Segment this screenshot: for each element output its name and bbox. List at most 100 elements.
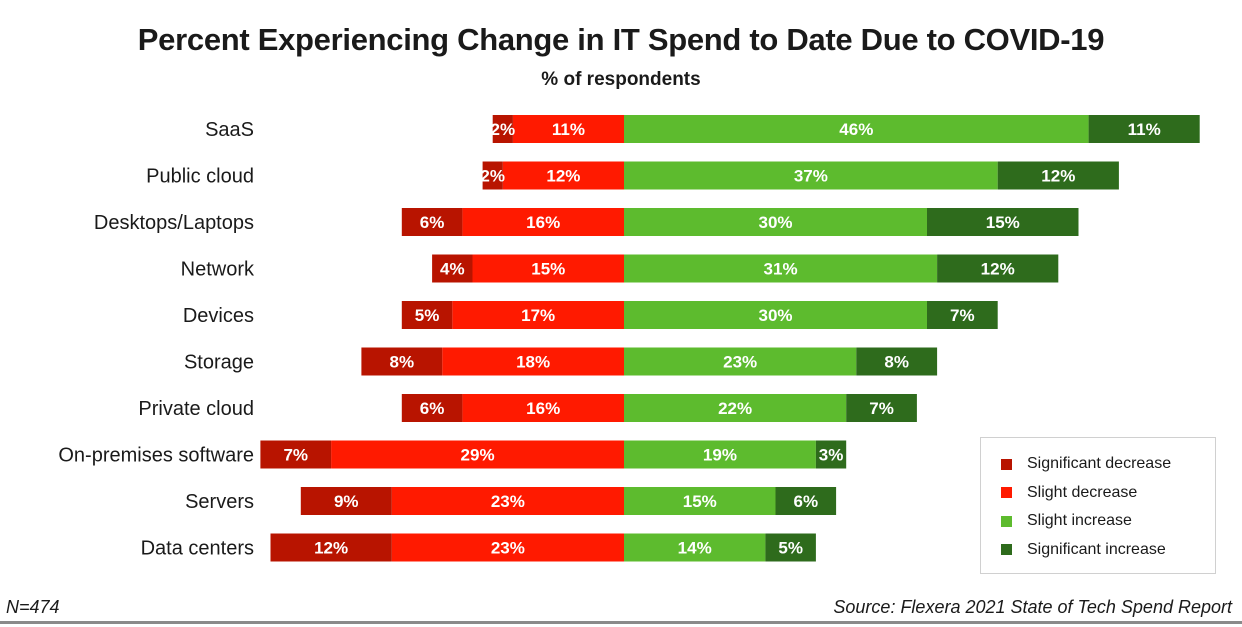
legend-swatch — [1001, 487, 1012, 498]
bar-slight-increase — [624, 487, 776, 515]
bar-slight-decrease — [472, 254, 624, 283]
bar-significant-increase — [815, 440, 847, 469]
bar-significant-decrease — [482, 161, 503, 190]
bar-significant-decrease — [270, 533, 392, 562]
bar-significant-decrease — [401, 301, 453, 329]
data-label: 31% — [764, 260, 798, 279]
bar-slight-increase — [624, 208, 927, 236]
data-label: 5% — [778, 539, 803, 558]
bottom-rule — [0, 621, 1242, 624]
bar-slight-increase — [624, 440, 816, 469]
legend-label: Significant increase — [1027, 540, 1166, 558]
bar-slight-decrease — [462, 208, 624, 236]
bar-slight-decrease — [462, 394, 624, 422]
data-label: 6% — [420, 399, 445, 418]
bar-significant-decrease — [361, 347, 443, 376]
data-label: 17% — [521, 306, 555, 325]
data-label: 12% — [1041, 167, 1075, 186]
data-label: 37% — [794, 167, 828, 186]
data-label: 19% — [703, 446, 737, 465]
data-label: 12% — [981, 260, 1015, 279]
legend-swatch — [1001, 515, 1012, 527]
bar-slight-increase — [624, 115, 1089, 143]
category-label: On-premises software — [58, 445, 254, 467]
bar-significant-decrease — [401, 208, 463, 236]
data-label: 16% — [526, 399, 560, 418]
category-label: Devices — [183, 305, 254, 327]
bar-slight-increase — [624, 533, 766, 562]
data-label: 12% — [314, 539, 348, 558]
data-label: 7% — [950, 306, 975, 325]
bar-slight-decrease — [391, 533, 624, 562]
legend-item: Slight increase — [1001, 512, 1132, 530]
data-label: 15% — [986, 213, 1020, 232]
data-label: 46% — [839, 120, 873, 139]
data-label: 11% — [552, 120, 585, 139]
legend-item: Significant decrease — [1001, 455, 1171, 473]
bar-slight-increase — [624, 394, 847, 422]
data-label: 12% — [546, 167, 580, 186]
data-label: 14% — [678, 539, 712, 558]
bar-slight-decrease — [452, 301, 624, 329]
legend-swatch — [1001, 544, 1012, 555]
bar-significant-increase — [765, 533, 816, 562]
bar-significant-increase — [775, 487, 837, 515]
category-label: Network — [181, 259, 255, 281]
data-label: 23% — [723, 353, 757, 372]
chart-subtitle: % of respondents — [541, 69, 701, 90]
data-label: 30% — [758, 213, 792, 232]
bar-slight-increase — [624, 347, 857, 376]
category-label: Desktops/Laptops — [94, 212, 254, 234]
bar-slight-increase — [624, 301, 927, 329]
bar-significant-decrease — [401, 394, 463, 422]
bar-slight-decrease — [502, 161, 624, 190]
data-label: 9% — [334, 492, 359, 511]
data-label: 2% — [480, 167, 505, 186]
category-label: SaaS — [205, 119, 254, 141]
bar-slight-increase — [624, 254, 938, 283]
data-label: 23% — [491, 539, 525, 558]
data-label: 5% — [415, 306, 440, 325]
data-label: 7% — [869, 399, 894, 418]
category-label: Public cloud — [146, 166, 254, 188]
data-label: 8% — [884, 353, 909, 372]
data-label: 11% — [1128, 120, 1161, 139]
legend-label: Slight increase — [1027, 512, 1132, 529]
bar-significant-increase — [937, 254, 1059, 283]
bar-significant-increase — [1088, 115, 1200, 143]
data-label: 7% — [283, 446, 308, 465]
data-label: 2% — [491, 120, 516, 139]
category-label: Private cloud — [138, 398, 254, 420]
chart-title: Percent Experiencing Change in IT Spend … — [137, 22, 1105, 57]
category-label: Data centers — [141, 538, 254, 560]
bar-significant-decrease — [260, 440, 332, 469]
bar-slight-decrease — [512, 115, 624, 143]
data-label: 29% — [461, 446, 495, 465]
data-label: 6% — [794, 492, 819, 511]
sample-size: N=474 — [6, 597, 60, 617]
data-label: 15% — [683, 492, 717, 511]
legend-item: Slight decrease — [1001, 484, 1137, 502]
bar-slight-decrease — [331, 440, 624, 469]
data-label: 15% — [531, 260, 565, 279]
data-label: 18% — [516, 353, 550, 372]
source-note: Source: Flexera 2021 State of Tech Spend… — [833, 597, 1232, 617]
data-label: 8% — [390, 353, 415, 372]
bar-significant-increase — [927, 301, 998, 329]
bar-significant-increase — [997, 161, 1119, 190]
bar-significant-decrease — [432, 254, 473, 283]
data-label: 4% — [440, 260, 465, 279]
legend-swatch — [1001, 458, 1012, 470]
legend-label: Slight decrease — [1027, 483, 1138, 501]
bar-slight-increase — [624, 161, 998, 190]
legend: Significant decrease Slight decrease Sligh… — [980, 437, 1216, 574]
data-label: 23% — [491, 492, 525, 511]
category-label: Servers — [185, 491, 254, 513]
bar-significant-increase — [927, 208, 1079, 236]
legend-label: Significant decrease — [1027, 455, 1172, 472]
bar-slight-decrease — [391, 487, 624, 515]
legend-item: Significant increase — [1001, 541, 1166, 559]
bar-significant-increase — [856, 347, 938, 376]
data-label: 6% — [420, 213, 445, 232]
bar-significant-decrease — [300, 487, 392, 515]
